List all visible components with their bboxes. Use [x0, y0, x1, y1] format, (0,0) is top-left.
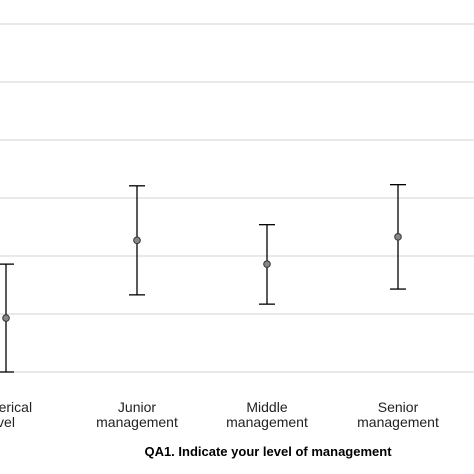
- category-label: management: [357, 414, 439, 430]
- error-bar-4: [390, 184, 406, 290]
- mean-marker: [263, 260, 271, 268]
- x-tick-labels: r clericalvelJuniormanagementMiddlemanag…: [0, 399, 439, 430]
- gridlines: [0, 23, 474, 373]
- category-label: Senior: [378, 399, 419, 415]
- error-bar-1: [0, 263, 14, 373]
- x-axis-title: QA1. Indicate your level of management: [144, 444, 392, 459]
- category-label: management: [96, 414, 178, 430]
- category-label: management: [226, 414, 308, 430]
- mean-marker: [133, 236, 141, 245]
- error-bars: [0, 184, 406, 373]
- category-label: r clerical: [0, 399, 32, 415]
- mean-marker: [2, 314, 10, 322]
- category-label: vel: [0, 414, 15, 430]
- mean-marker: [394, 233, 402, 241]
- error-bar-2: [129, 185, 145, 296]
- category-label: Junior: [118, 399, 156, 415]
- error-bar-3: [259, 224, 275, 305]
- category-label: Middle: [246, 399, 287, 415]
